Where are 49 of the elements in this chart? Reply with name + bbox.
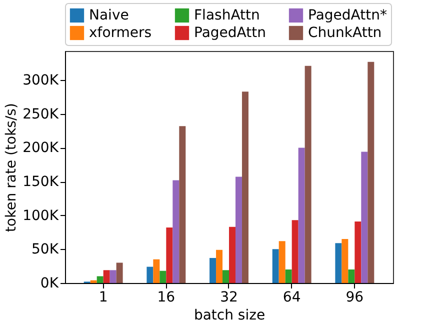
x-tick-label: 32	[220, 290, 238, 306]
y-tick-label: 50K	[32, 242, 60, 258]
bar	[285, 269, 292, 283]
legend-label: xformers	[89, 25, 152, 41]
bar	[361, 152, 368, 283]
y-tick-label: 200K	[22, 140, 60, 156]
bar	[235, 176, 242, 283]
bar	[348, 269, 355, 283]
bar	[179, 126, 186, 283]
x-tick-label: 96	[346, 290, 364, 306]
y-tick-label: 100K	[22, 208, 60, 224]
bar	[103, 270, 110, 283]
bar	[210, 258, 216, 283]
legend-label: Naive	[89, 7, 129, 24]
bar	[90, 280, 97, 283]
y-axis-title: token rate (toks/s)	[4, 103, 20, 232]
y-tick-label: 150K	[22, 174, 60, 190]
bar	[368, 62, 374, 283]
bar	[229, 226, 236, 283]
bar	[172, 180, 180, 283]
legend-label: PagedAttn	[194, 25, 266, 41]
y-tick-label: 250K	[22, 106, 60, 122]
bar	[278, 241, 286, 283]
bar	[242, 92, 248, 283]
bar	[110, 270, 116, 283]
bar	[292, 220, 298, 283]
bar	[96, 276, 104, 283]
bar	[272, 249, 279, 283]
x-tick-label: 1	[98, 290, 108, 306]
x-tick-label: 16	[157, 290, 176, 306]
bar	[146, 266, 154, 283]
bar	[216, 250, 223, 283]
legend-label: FlashAttn	[194, 7, 260, 24]
bar	[304, 66, 312, 283]
bar	[298, 148, 305, 283]
legend-label: PagedAttn*	[308, 7, 387, 24]
x-tick-label: 64	[282, 290, 301, 306]
bar	[153, 259, 160, 283]
legend-label: ChunkAttn	[308, 25, 382, 41]
bar	[116, 262, 123, 283]
bar	[166, 228, 173, 283]
y-tick-label: 300K	[22, 72, 60, 89]
bar	[354, 221, 362, 283]
bar	[335, 243, 342, 283]
y-tick-label: 0K	[40, 276, 60, 292]
bar	[342, 239, 348, 283]
bar	[160, 270, 166, 283]
bar	[222, 270, 229, 283]
x-axis-title: batch size	[194, 308, 266, 324]
